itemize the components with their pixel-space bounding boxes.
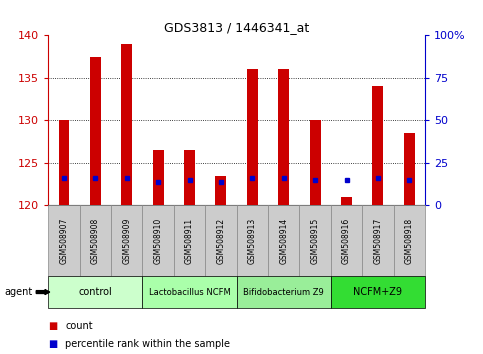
Bar xyxy=(90,57,101,205)
Bar xyxy=(237,205,268,276)
Text: GSM508907: GSM508907 xyxy=(59,217,69,264)
Text: NCFM+Z9: NCFM+Z9 xyxy=(354,287,402,297)
Text: ■: ■ xyxy=(48,339,57,349)
Bar xyxy=(331,276,425,308)
Bar xyxy=(48,205,80,276)
Bar xyxy=(362,205,394,276)
Text: GSM508914: GSM508914 xyxy=(279,218,288,264)
Title: GDS3813 / 1446341_at: GDS3813 / 1446341_at xyxy=(164,21,309,34)
Bar xyxy=(278,69,289,205)
Bar xyxy=(58,120,70,205)
Bar xyxy=(394,205,425,276)
Bar xyxy=(153,150,164,205)
Bar xyxy=(310,120,321,205)
Text: GSM508917: GSM508917 xyxy=(373,218,383,264)
Bar xyxy=(121,44,132,205)
Text: GSM508910: GSM508910 xyxy=(154,218,163,264)
Bar xyxy=(111,205,142,276)
Bar xyxy=(404,133,415,205)
Bar xyxy=(174,205,205,276)
Bar xyxy=(247,69,258,205)
Bar xyxy=(237,276,331,308)
Text: Lactobacillus NCFM: Lactobacillus NCFM xyxy=(149,287,230,297)
Bar xyxy=(142,205,174,276)
Text: GSM508918: GSM508918 xyxy=(405,218,414,264)
Text: Bifidobacterium Z9: Bifidobacterium Z9 xyxy=(243,287,324,297)
Text: control: control xyxy=(79,287,112,297)
Bar xyxy=(205,205,237,276)
Text: GSM508911: GSM508911 xyxy=(185,218,194,264)
Text: GSM508915: GSM508915 xyxy=(311,218,320,264)
Bar xyxy=(48,276,142,308)
Bar xyxy=(268,205,299,276)
Bar xyxy=(331,205,362,276)
Text: count: count xyxy=(65,321,93,331)
Bar xyxy=(184,150,195,205)
Text: GSM508908: GSM508908 xyxy=(91,218,100,264)
Text: GSM508916: GSM508916 xyxy=(342,218,351,264)
Text: GSM508912: GSM508912 xyxy=(216,218,226,264)
Text: percentile rank within the sample: percentile rank within the sample xyxy=(65,339,230,349)
Bar xyxy=(372,86,384,205)
Bar xyxy=(341,197,352,205)
Text: ■: ■ xyxy=(48,321,57,331)
Text: agent: agent xyxy=(5,287,33,297)
Text: GSM508913: GSM508913 xyxy=(248,218,257,264)
Bar xyxy=(142,276,237,308)
Bar xyxy=(215,176,227,205)
Bar xyxy=(299,205,331,276)
Bar xyxy=(80,205,111,276)
Text: GSM508909: GSM508909 xyxy=(122,217,131,264)
